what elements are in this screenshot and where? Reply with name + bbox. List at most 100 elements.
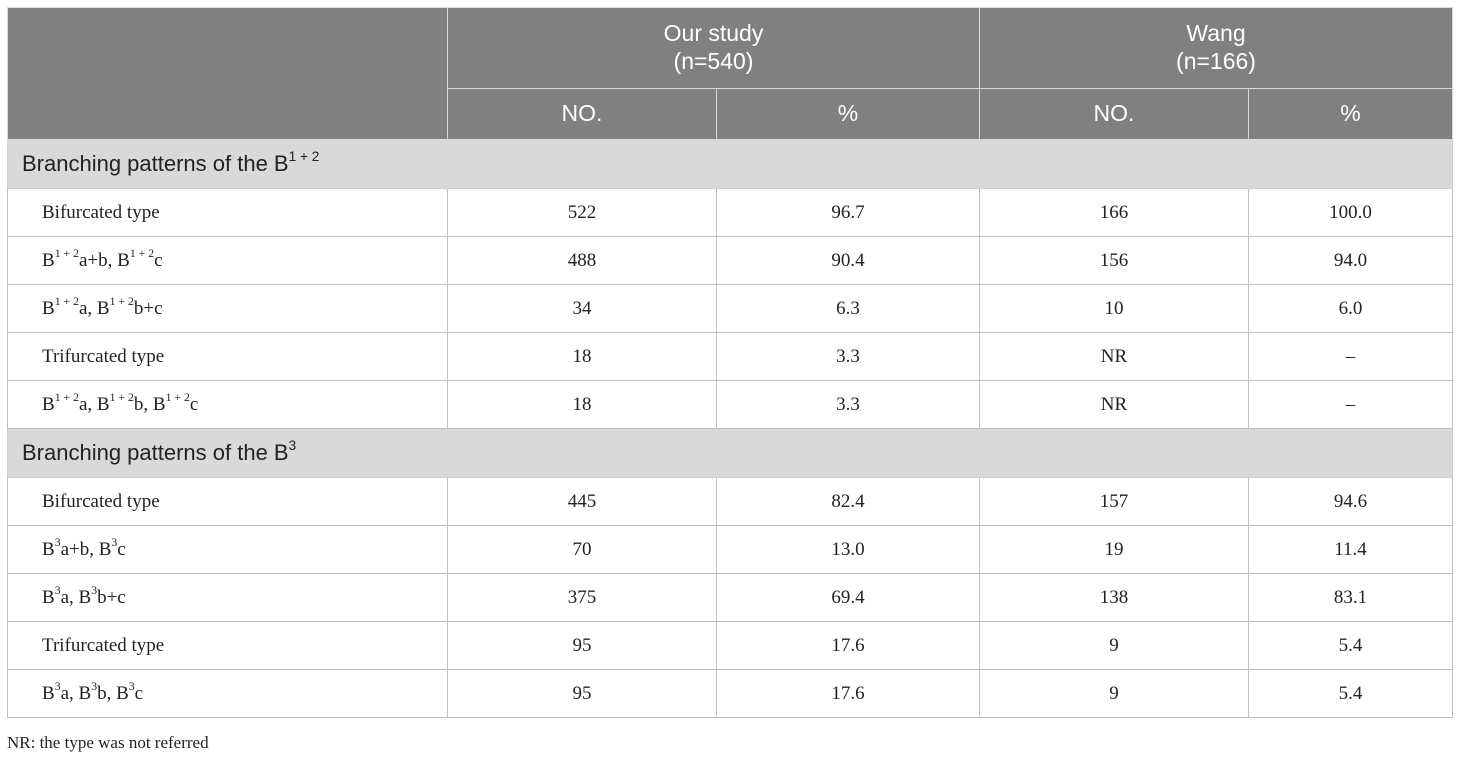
cell-our-no: 375: [447, 573, 717, 622]
section-title-text: Branching patterns of the B: [22, 440, 289, 465]
cell-our-pct: 17.6: [716, 669, 980, 718]
cell-wang-no: NR: [979, 380, 1249, 429]
cell-wang-no: 9: [979, 669, 1249, 718]
section-title-superscript: 1 + 2: [288, 148, 320, 164]
row-label: Trifurcated type: [7, 332, 448, 381]
row-label-text: a, B: [78, 297, 110, 319]
row-label-superscript: 1 + 2: [109, 390, 134, 404]
row-label-superscript: 1 + 2: [54, 246, 79, 260]
cell-our-pct: 13.0: [716, 525, 980, 574]
row-label-superscript: 3: [54, 535, 61, 549]
section-row: Branching patterns of the B3: [6, 428, 1454, 478]
cell-our-pct: 90.4: [716, 236, 980, 285]
header-our-study-n: (n=540): [673, 48, 754, 74]
header-wang-pct: %: [1247, 88, 1454, 140]
row-label-text: b, B: [97, 682, 129, 704]
cell-our-no: 522: [447, 188, 717, 237]
row-label-text: Trifurcated type: [42, 345, 165, 367]
section-row: Branching patterns of the B1 + 2: [6, 139, 1454, 189]
cell-wang-pct: –: [1247, 332, 1454, 381]
row-label-text: B: [42, 297, 55, 319]
header-wang-title: Wang: [1186, 20, 1246, 47]
cell-our-no: 70: [447, 525, 717, 574]
table-row: B3a+b, B3c 70 13.0 19 11.4: [7, 525, 1454, 574]
cell-wang-pct: –: [1247, 380, 1454, 429]
cell-wang-no: 166: [979, 188, 1249, 237]
row-label-text: B: [42, 249, 55, 271]
cell-wang-no: 9: [979, 621, 1249, 670]
cell-wang-no: 156: [979, 236, 1249, 285]
row-label: Bifurcated type: [7, 188, 448, 237]
table-row: Bifurcated type 522 96.7 166 100.0: [7, 188, 1454, 237]
row-label: B1 + 2a, B1 + 2b+c: [7, 284, 448, 333]
row-label: B3a+b, B3c: [7, 525, 448, 574]
header-our-study: Our study (n=540): [447, 7, 980, 89]
row-label-superscript: 3: [91, 583, 98, 597]
row-label-superscript: 1 + 2: [129, 246, 155, 260]
row-label-text: a, B: [60, 682, 92, 704]
table-row: B1 + 2a, B1 + 2b, B1 + 2c 18 3.3 NR –: [7, 380, 1454, 429]
row-label-text: c: [189, 393, 199, 415]
table-row: B1 + 2a+b, B1 + 2c 488 90.4 156 94.0: [7, 236, 1454, 285]
branching-patterns-table: Our study (n=540) Wang (n=166) NO. % NO.…: [6, 7, 1454, 718]
row-label-text: a, B: [78, 393, 110, 415]
row-label: B1 + 2a+b, B1 + 2c: [7, 236, 448, 285]
row-label-superscript: 1 + 2: [54, 390, 79, 404]
header-our-pct: %: [716, 88, 980, 140]
section-title-superscript: 3: [288, 437, 297, 453]
cell-our-no: 18: [447, 332, 717, 381]
cell-our-no: 34: [447, 284, 717, 333]
row-label-superscript: 3: [54, 679, 61, 693]
row-label: Trifurcated type: [7, 621, 448, 670]
cell-our-pct: 6.3: [716, 284, 980, 333]
row-label-text: c: [154, 249, 163, 271]
section-title: Branching patterns of the B3: [6, 428, 1454, 478]
row-label-text: B: [42, 682, 55, 704]
cell-our-pct: 82.4: [716, 477, 980, 526]
row-label-text: b+c: [133, 297, 163, 319]
row-label: B3a, B3b, B3c: [7, 669, 448, 718]
row-label-superscript: 1 + 2: [54, 294, 79, 308]
table-row: B3a, B3b+c 375 69.4 138 83.1: [7, 573, 1454, 622]
cell-our-pct: 69.4: [716, 573, 980, 622]
cell-our-no: 18: [447, 380, 717, 429]
cell-wang-no: 138: [979, 573, 1249, 622]
row-label-text: B: [42, 393, 55, 415]
cell-our-pct: 17.6: [716, 621, 980, 670]
cell-our-pct: 96.7: [716, 188, 980, 237]
row-label: Bifurcated type: [7, 477, 448, 526]
cell-wang-pct: 11.4: [1247, 525, 1454, 574]
row-label-text: c: [117, 538, 126, 560]
header-wang-n: (n=166): [1176, 48, 1256, 74]
row-label-text: Bifurcated type: [42, 490, 160, 512]
row-label-text: a, B: [60, 586, 92, 608]
header-wang: Wang (n=166): [978, 7, 1454, 89]
section-title: Branching patterns of the B1 + 2: [6, 139, 1454, 189]
table-row: Bifurcated type 445 82.4 157 94.6: [7, 477, 1454, 526]
table-header: Our study (n=540) Wang (n=166) NO. % NO.…: [7, 7, 1454, 140]
data-table-container: Our study (n=540) Wang (n=166) NO. % NO.…: [6, 7, 1454, 718]
cell-our-no: 95: [447, 669, 717, 718]
cell-wang-no: 10: [979, 284, 1249, 333]
cell-our-no: 445: [447, 477, 717, 526]
row-label-superscript: 3: [111, 535, 118, 549]
cell-wang-pct: 94.0: [1247, 236, 1454, 285]
row-label-text: a+b, B: [78, 249, 130, 271]
row-label-superscript: 3: [128, 679, 135, 693]
cell-wang-pct: 83.1: [1247, 573, 1454, 622]
cell-our-pct: 3.3: [716, 380, 980, 429]
footnote: NR: the type was not referred: [7, 733, 209, 752]
table-body: Branching patterns of the B1 + 2 Bifurcat…: [6, 139, 1454, 718]
header-wang-no: NO.: [979, 88, 1249, 140]
cell-wang-no: 19: [979, 525, 1249, 574]
cell-wang-pct: 6.0: [1247, 284, 1454, 333]
row-label-text: Bifurcated type: [42, 201, 160, 223]
row-label-text: Trifurcated type: [42, 634, 165, 656]
section-title-text: Branching patterns of the B: [22, 151, 289, 176]
cell-wang-no: NR: [979, 332, 1249, 381]
table-row: B1 + 2a, B1 + 2b+c 34 6.3 10 6.0: [7, 284, 1454, 333]
table-row: B3a, B3b, B3c 95 17.6 9 5.4: [7, 669, 1454, 718]
row-label-superscript: 3: [91, 679, 98, 693]
row-label-superscript: 1 + 2: [165, 390, 190, 404]
row-label-text: b, B: [133, 393, 166, 415]
